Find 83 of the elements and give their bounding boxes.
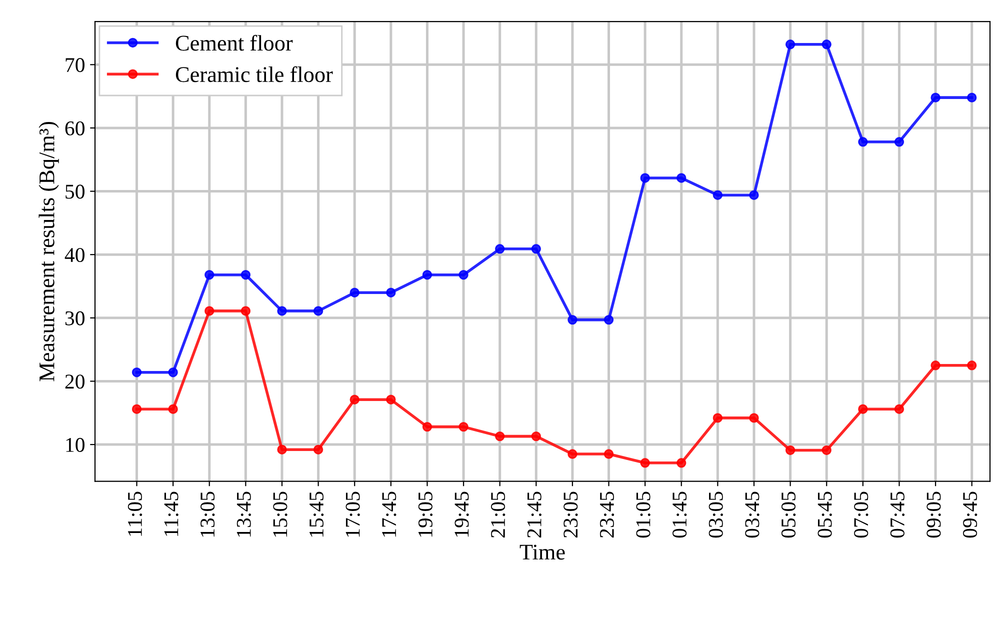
x-tick-label: 03:05 <box>708 492 723 538</box>
point <box>568 314 578 325</box>
point <box>822 40 832 50</box>
point <box>676 458 686 468</box>
point <box>749 413 759 423</box>
point <box>894 404 904 414</box>
point <box>894 137 904 147</box>
x-tick-label: 17:45 <box>382 492 396 537</box>
x-tick-label: 09:45 <box>963 492 978 538</box>
point <box>640 458 650 468</box>
y-tick-label: 20 <box>65 374 84 389</box>
point <box>422 422 432 432</box>
y-tick-label: 40 <box>64 248 84 262</box>
point <box>350 288 360 298</box>
point <box>494 431 505 442</box>
point <box>132 404 142 414</box>
point <box>966 360 977 370</box>
x-tick-label: 21:05 <box>490 492 506 538</box>
point <box>422 270 432 280</box>
x-tick-label: 19:05 <box>418 492 433 537</box>
legend-label: Cement floor <box>176 34 293 51</box>
x-tick-label: 21:45 <box>527 492 542 538</box>
x-tick-label: 11:05 <box>128 492 142 536</box>
x-tick-label: 11:45 <box>164 492 178 536</box>
point <box>313 306 324 316</box>
x-tick-label: 15:05 <box>273 492 288 537</box>
y-tick-label: 10 <box>66 438 84 452</box>
point <box>386 288 396 298</box>
x-tick-label: 13:45 <box>236 492 251 537</box>
point <box>712 413 723 423</box>
point <box>494 244 505 254</box>
legend-label: Ceramic tile floor <box>176 66 333 82</box>
point <box>640 173 650 183</box>
point <box>386 394 396 404</box>
point <box>966 92 977 102</box>
y-axis-title: Measurement results (Bq/m³) <box>38 122 59 382</box>
point <box>168 367 178 378</box>
point <box>749 190 759 200</box>
x-tick-label: 19:45 <box>454 492 469 537</box>
x-tick-label: 15:45 <box>310 492 324 537</box>
y-tick-label: 50 <box>66 184 84 199</box>
x-tick-label: 13:05 <box>200 492 215 537</box>
point <box>204 306 214 316</box>
x-tick-label: 01:05 <box>636 492 650 538</box>
point <box>240 306 251 316</box>
x-tick-label: 23:05 <box>564 492 578 538</box>
x-tick-label: 01:45 <box>672 492 687 538</box>
y-tick-label: 70 <box>66 58 84 72</box>
point <box>277 444 287 454</box>
point <box>785 445 796 456</box>
point <box>531 244 542 254</box>
x-axis-title: Time <box>520 544 565 560</box>
point <box>858 404 868 414</box>
point <box>930 92 940 102</box>
point <box>531 431 542 442</box>
x-tick-label: 23:45 <box>600 492 614 538</box>
point <box>568 449 578 459</box>
point <box>240 270 251 280</box>
point <box>930 360 940 370</box>
point <box>313 444 324 454</box>
point <box>458 422 468 432</box>
y-tick-label: 60 <box>65 121 84 136</box>
point <box>604 449 614 459</box>
x-tick-label: 17:05 <box>346 492 360 537</box>
point <box>132 367 142 378</box>
point <box>676 173 686 183</box>
point <box>458 270 468 280</box>
point <box>858 137 868 147</box>
y-tick-label: 30 <box>65 311 84 326</box>
point <box>604 314 614 325</box>
x-tick-label: 09:05 <box>926 492 941 538</box>
x-tick-label: 07:05 <box>854 492 868 538</box>
point <box>204 270 214 280</box>
x-tick-label: 05:45 <box>818 492 832 538</box>
point <box>277 306 287 316</box>
point <box>785 40 796 50</box>
x-tick-label: 03:45 <box>745 492 760 538</box>
point <box>168 404 178 414</box>
x-tick-label: 07:45 <box>890 492 905 538</box>
point <box>350 394 360 404</box>
x-tick-label: 05:05 <box>781 492 796 538</box>
point <box>712 190 723 200</box>
point <box>822 445 832 456</box>
